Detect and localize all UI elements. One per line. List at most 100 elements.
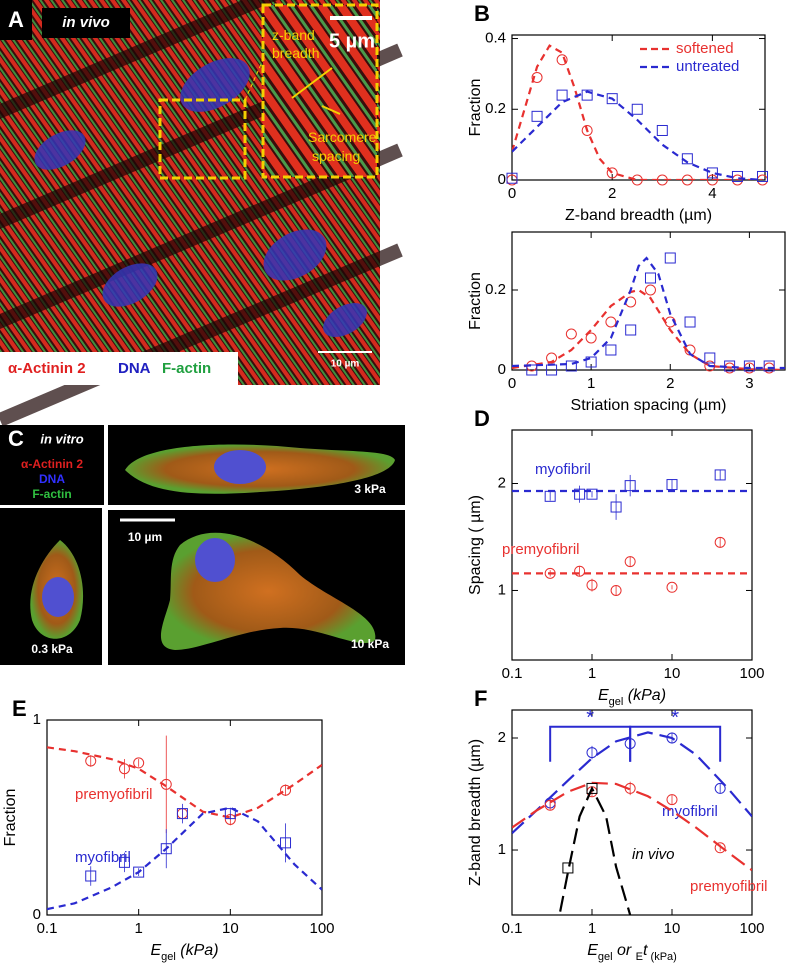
data-point (531, 110, 543, 122)
x-tick-label: 0 (508, 185, 516, 202)
data-point (666, 581, 678, 593)
series-label: myofibril (662, 803, 718, 820)
image-tag: in vitro (40, 431, 83, 446)
series-label: premyofibril (690, 878, 768, 895)
data-point (574, 565, 586, 577)
data-point (586, 782, 598, 794)
y-tick-label: 1 (498, 581, 506, 598)
x-axis-label-part: t (643, 942, 648, 959)
legend-label: softened (676, 40, 734, 57)
x-axis-label-part: gel (609, 696, 624, 708)
significance-bracket (629, 725, 722, 762)
x-tick-label: 10 (664, 665, 681, 682)
data-point (610, 501, 622, 513)
y-tick-label: 0.4 (485, 30, 506, 47)
legend-label: untreated (676, 58, 739, 75)
x-tick-label: 100 (309, 920, 334, 937)
y-tick-label: 0 (33, 906, 41, 923)
stain-label: α-Actinin 2 (21, 457, 83, 471)
data-point (506, 172, 518, 184)
data-point (581, 124, 593, 136)
x-tick-label: 10 (664, 920, 681, 937)
data-point (176, 808, 188, 820)
data-point (606, 93, 618, 105)
data-point (586, 579, 598, 591)
data-point (585, 332, 597, 344)
chart: 0 2 4 0 0.2 0.4 B Z-band breadth (µm) Fraction so… (467, 1, 768, 224)
x-tick-label: 0 (508, 375, 516, 392)
significance-label: * (586, 707, 594, 729)
significance-bracket (549, 725, 632, 762)
data-point (544, 567, 556, 579)
fit-curve (559, 785, 632, 915)
x-axis-label: Egel (kPa) (598, 687, 666, 708)
chart: 0.1 1 10 100 1 2 F Egel or Et (kPa) Z-band bread… (467, 686, 767, 963)
micrograph-a: A in vivo 5 µm z-band breadth Sarcomere … (0, 0, 403, 427)
annotation: z-band (272, 27, 315, 43)
data-point (586, 488, 598, 500)
data-point (85, 870, 97, 882)
panel-letter: A (8, 7, 24, 32)
data-point (684, 316, 696, 328)
y-tick-label: 0 (498, 361, 506, 378)
data-point (133, 866, 145, 878)
stain-label: α-Actinin 2 (8, 360, 86, 377)
data-point (556, 89, 568, 101)
y-axis-label: Spacing ( µm) (467, 495, 484, 595)
x-tick-label: 4 (708, 185, 716, 202)
panel-letter: F (474, 686, 487, 711)
data-point (526, 364, 538, 376)
data-point (714, 469, 726, 481)
x-tick-label: 1 (588, 665, 596, 682)
data-point (606, 167, 618, 179)
y-tick-label: 2 (498, 729, 506, 746)
data-point (625, 324, 637, 336)
data-point (714, 536, 726, 548)
fit-curve (512, 90, 763, 180)
fit-curve (47, 806, 322, 911)
x-axis-label: Egel (kPa) (150, 942, 218, 963)
data-point (562, 862, 574, 874)
series-label: in vivo (632, 846, 675, 863)
data-point (118, 763, 130, 775)
series-label: myofibril (535, 461, 591, 478)
y-tick-label: 0.2 (485, 281, 506, 298)
significance-label: * (671, 707, 679, 729)
x-axis-label-part: (kPa) (623, 687, 666, 704)
data-point (624, 556, 636, 568)
series-label: premyofibril (75, 786, 153, 803)
data-point (581, 89, 593, 101)
y-tick-label: 0 (498, 171, 506, 188)
x-tick-label: 2 (666, 375, 674, 392)
plot-frame (511, 34, 766, 181)
x-tick-label: 0.1 (502, 920, 523, 937)
data-point (605, 344, 617, 356)
panel-letter: C (8, 426, 24, 451)
x-axis-label-part: E (587, 942, 598, 959)
x-axis-label-part: (kPa) (647, 951, 676, 963)
data-point (224, 808, 236, 820)
stiffness-label: 10 kPa (351, 637, 389, 651)
data-point (666, 794, 678, 806)
data-point (133, 757, 145, 769)
x-axis-label: Z-band breadth (µm) (565, 207, 712, 224)
panel-letter: E (12, 696, 27, 721)
micrograph-c: C in vitro α-Actinin 2 DNA F-actin 3 kPa… (0, 425, 405, 665)
data-point (624, 480, 636, 492)
data-point (644, 284, 656, 296)
data-point (704, 352, 716, 364)
x-axis-label-part: Z-band breadth (µm) (565, 207, 712, 224)
inset-scale: 5 µm (329, 30, 375, 52)
annotation-line: spacing (312, 148, 360, 164)
x-tick-label: 10 (222, 920, 239, 937)
data-point (706, 167, 718, 179)
data-point (714, 782, 726, 794)
fit-curve (512, 256, 785, 370)
data-point (706, 174, 718, 186)
data-point (531, 71, 543, 83)
plot-frame (511, 429, 753, 661)
y-axis-label: Fraction (467, 272, 484, 330)
x-tick-label: 3 (745, 375, 753, 392)
